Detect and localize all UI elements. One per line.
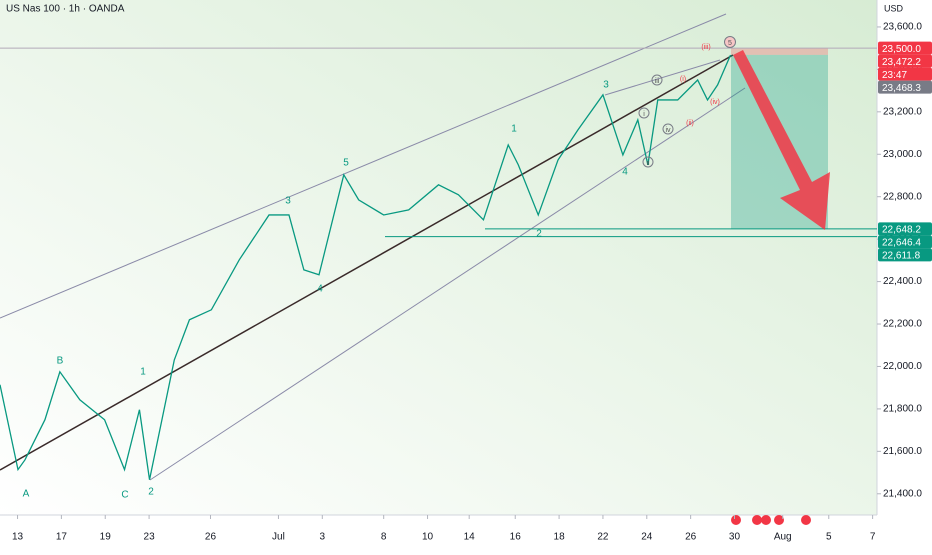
wave-label: i [643, 111, 645, 118]
wave-label: 2 [536, 229, 542, 240]
price-badge [878, 235, 932, 249]
wave-label: iv [665, 127, 671, 134]
time-axis [0, 515, 877, 550]
wave-label: iii [655, 78, 660, 85]
event-icon [774, 515, 784, 525]
x-tick-label: 16 [510, 532, 522, 543]
price-badge-label: 23,500.0 [882, 44, 921, 55]
x-tick-label: Jul [272, 532, 285, 543]
y-tick-label: 22,400.0 [883, 276, 922, 287]
price-badge [878, 248, 932, 262]
channel-line [0, 13, 727, 319]
wave-circle [651, 74, 663, 86]
x-tick-label: 14 [464, 532, 476, 543]
wave-circle [642, 156, 654, 168]
price-badge-label: 22,611.8 [882, 251, 921, 262]
x-tick-label: 7 [870, 532, 876, 543]
trend-line [0, 54, 734, 471]
price-badge [878, 80, 932, 94]
y-tick-label: 21,800.0 [883, 404, 922, 415]
x-tick-label: 10 [422, 532, 434, 543]
price-badge-label: 23,472.2 [882, 57, 921, 68]
price-line [0, 54, 732, 480]
wave-label: 5 [728, 40, 732, 47]
wave-label: 4 [317, 284, 323, 295]
price-badge-label: 22,648.2 [882, 225, 921, 236]
price-badge [878, 54, 932, 68]
y-tick-label: 21,600.0 [883, 446, 922, 457]
x-tick-label: 3 [320, 532, 326, 543]
y-tick-label: 23,200.0 [883, 106, 922, 117]
wave-label: C [121, 490, 128, 501]
wave-label: (iii) [701, 44, 710, 51]
wave-label: (ii) [686, 120, 694, 127]
x-tick-label: 5 [826, 532, 832, 543]
wave-label: (i) [680, 76, 686, 83]
price-badge [878, 222, 932, 236]
price-badge [878, 67, 932, 81]
wave-label: (iv) [710, 99, 720, 106]
price-badge [878, 41, 932, 55]
event-icon [801, 515, 811, 525]
y-tick-label: 22,800.0 [883, 191, 922, 202]
x-tick-label: 23 [144, 532, 156, 543]
symbol-title: US Nas 100 · 1h · OANDA [6, 4, 125, 15]
x-tick-label: 30 [729, 532, 741, 543]
plot-background [0, 0, 877, 515]
y-tick-label: 22,000.0 [883, 361, 922, 372]
event-icon [752, 515, 762, 525]
wave-label: A [23, 489, 30, 500]
channel-line [604, 59, 721, 96]
wave-label: 4 [622, 167, 628, 178]
stop-zone [731, 48, 828, 55]
wave-circle [662, 123, 674, 135]
wave-label: 2 [148, 487, 154, 498]
wave-label: B [57, 356, 64, 367]
wave-label: 3 [285, 196, 291, 207]
y-tick-label: 23,000.0 [883, 149, 922, 160]
currency: USD [884, 3, 904, 13]
wave-label: 5 [343, 158, 349, 169]
x-tick-label: 13 [12, 532, 24, 543]
x-tick-label: 26 [205, 532, 217, 543]
y-tick-label: 22,200.0 [883, 319, 922, 330]
wave-circle [724, 36, 736, 48]
x-tick-label: 18 [554, 532, 566, 543]
wave-label: 1 [140, 367, 146, 378]
price-badge-label: 23,468.3 [882, 83, 921, 94]
y-tick-label: 21,400.0 [883, 488, 922, 499]
wave-circle [638, 107, 650, 119]
event-icon [761, 515, 771, 525]
x-tick-label: 19 [100, 532, 112, 543]
x-tick-label: 22 [597, 532, 609, 543]
y-tick-label: 23,600.0 [883, 22, 922, 33]
wave-label: ii [646, 160, 650, 167]
price-badge-label: 23:47 [882, 70, 907, 81]
wave-label: 3 [603, 80, 609, 91]
wave-label: 1 [511, 124, 517, 135]
x-tick-label: 24 [641, 532, 653, 543]
x-tick-label: 8 [381, 532, 387, 543]
x-tick-label: 17 [56, 532, 68, 543]
price-badge-label: 22,646.4 [882, 238, 921, 249]
arrow [733, 50, 830, 230]
x-tick-label: Aug [774, 532, 792, 543]
event-icon [731, 515, 741, 525]
x-tick-label: 26 [685, 532, 697, 543]
event-icons [731, 515, 811, 525]
